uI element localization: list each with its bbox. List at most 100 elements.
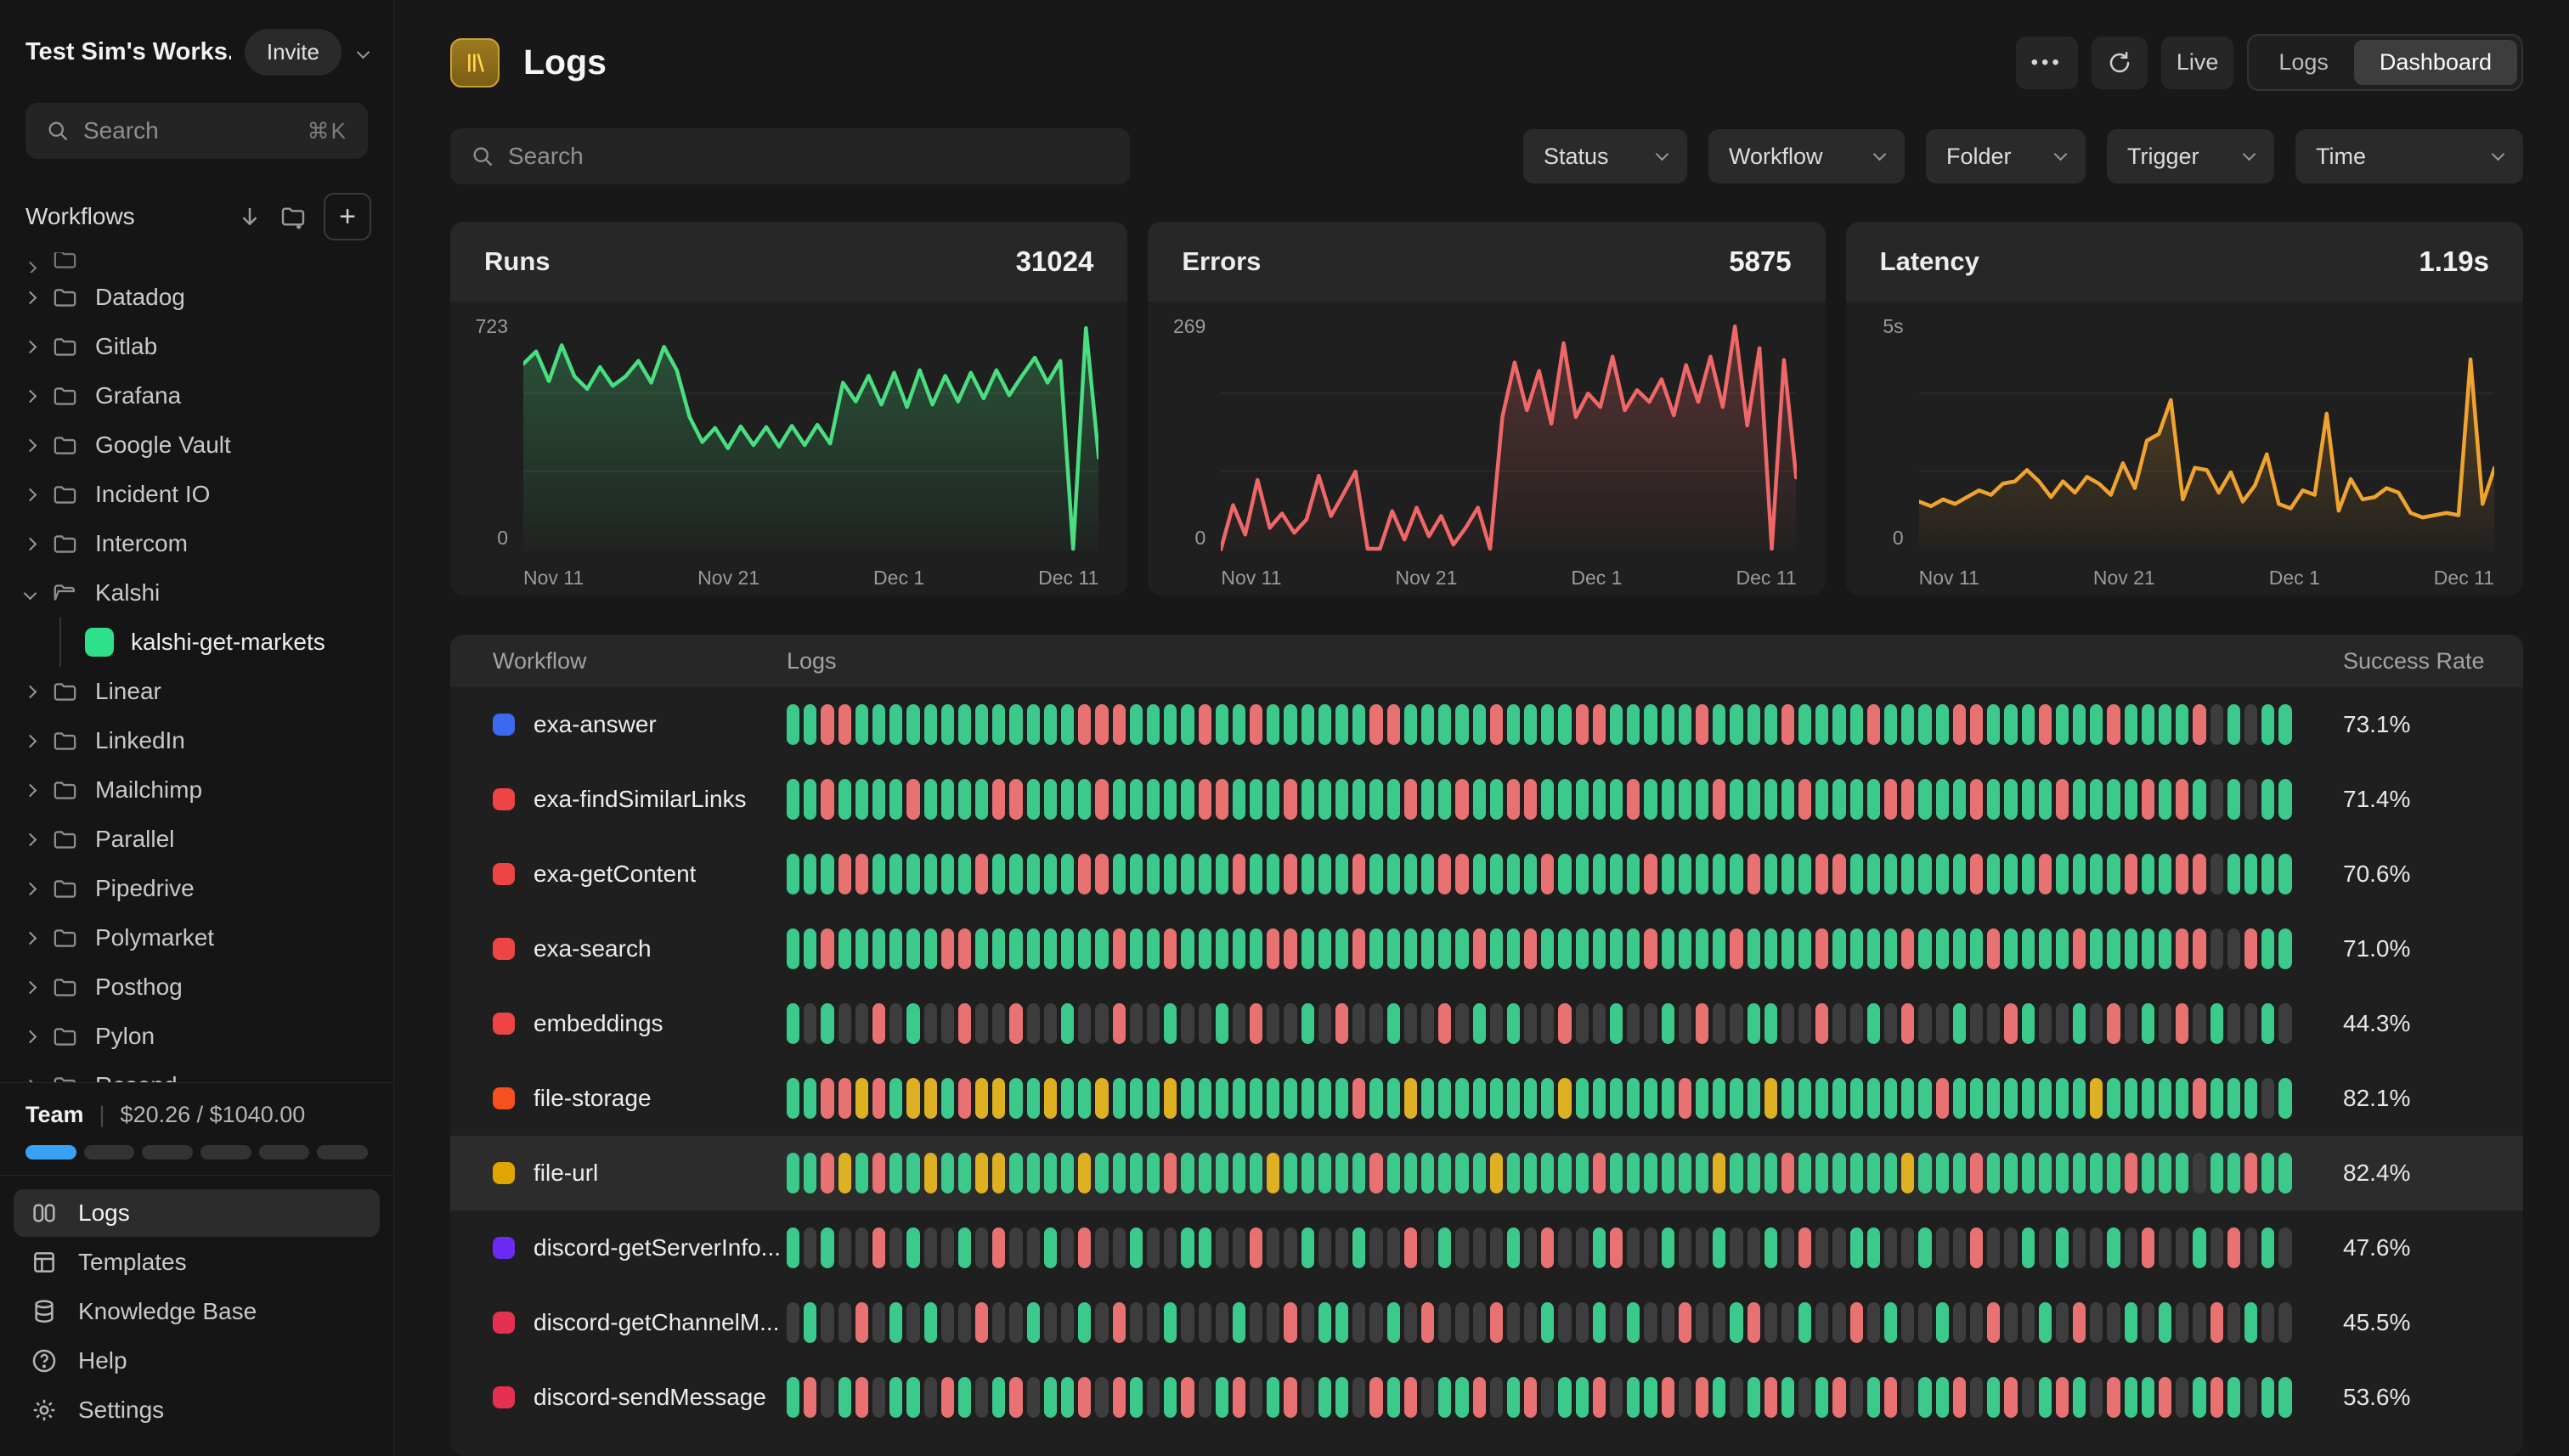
log-bar[interactable] [1078, 1078, 1092, 1119]
log-bar[interactable] [1627, 704, 1640, 745]
log-bar[interactable] [1610, 854, 1623, 894]
log-bar[interactable] [1952, 1003, 1966, 1044]
log-bar[interactable] [855, 704, 868, 745]
log-bar[interactable] [906, 1377, 920, 1418]
log-bar[interactable] [1798, 1227, 1812, 1268]
log-bar[interactable] [2141, 704, 2154, 745]
log-bar[interactable] [2278, 928, 2292, 969]
log-bar[interactable] [1524, 704, 1538, 745]
log-bar[interactable] [1061, 779, 1075, 820]
log-bar[interactable] [2107, 1153, 2120, 1194]
sidebar-folder-linear[interactable]: Linear [23, 667, 378, 716]
log-bar[interactable] [940, 1302, 954, 1343]
log-bar[interactable] [1438, 1302, 1452, 1343]
log-bar[interactable] [2227, 1003, 2240, 1044]
log-bar[interactable] [1386, 854, 1400, 894]
log-bar[interactable] [1524, 1153, 1538, 1194]
log-bar[interactable] [1112, 1003, 1126, 1044]
log-bar[interactable] [2124, 779, 2137, 820]
log-bar[interactable] [1335, 1003, 1349, 1044]
log-bar[interactable] [821, 1302, 834, 1343]
log-bar[interactable] [1095, 1377, 1109, 1418]
log-bar[interactable] [1455, 1078, 1469, 1119]
log-bar[interactable] [1472, 779, 1486, 820]
log-bar[interactable] [1627, 779, 1640, 820]
log-bar[interactable] [1061, 1227, 1075, 1268]
log-bar[interactable] [1644, 1078, 1657, 1119]
log-bar[interactable] [1438, 928, 1452, 969]
log-bar[interactable] [1472, 1078, 1486, 1119]
log-bar[interactable] [1318, 779, 1331, 820]
log-bar[interactable] [855, 1227, 868, 1268]
log-bar[interactable] [1713, 704, 1726, 745]
log-bar[interactable] [804, 854, 817, 894]
log-bar[interactable] [2244, 779, 2258, 820]
log-bar[interactable] [1866, 1153, 1880, 1194]
log-bar[interactable] [1352, 1003, 1366, 1044]
log-bar[interactable] [1781, 1377, 1795, 1418]
log-bar[interactable] [957, 1153, 972, 1194]
log-bar[interactable] [1095, 704, 1109, 745]
log-bar[interactable] [2227, 1302, 2240, 1343]
log-bar[interactable] [957, 854, 972, 894]
log-bar[interactable] [1438, 1003, 1452, 1044]
log-bar[interactable] [1558, 1302, 1572, 1343]
log-bar[interactable] [1043, 1078, 1057, 1119]
log-bar[interactable] [1026, 1302, 1040, 1343]
log-bar[interactable] [787, 928, 800, 969]
log-bar[interactable] [1438, 1078, 1452, 1119]
log-bar[interactable] [1335, 1078, 1349, 1119]
log-bar[interactable] [906, 1153, 920, 1194]
log-bar[interactable] [872, 928, 886, 969]
log-bar[interactable] [1747, 1302, 1760, 1343]
log-bar[interactable] [1969, 704, 1984, 745]
log-bar[interactable] [1764, 1078, 1777, 1119]
log-bar[interactable] [1301, 1003, 1314, 1044]
log-bar[interactable] [1849, 1153, 1863, 1194]
log-bar[interactable] [2278, 1227, 2292, 1268]
log-bar[interactable] [2038, 1153, 2052, 1194]
log-bar[interactable] [1198, 1153, 1211, 1194]
log-bar[interactable] [1232, 1003, 1246, 1044]
log-bar[interactable] [1815, 854, 1829, 894]
log-bar[interactable] [1592, 1302, 1606, 1343]
filter-dropdown-workflow[interactable]: Workflow [1708, 129, 1905, 183]
log-bar[interactable] [1438, 1377, 1452, 1418]
log-bar[interactable] [975, 928, 989, 969]
log-bar[interactable] [838, 1302, 851, 1343]
log-bar[interactable] [1301, 1153, 1314, 1194]
log-bar[interactable] [1420, 1078, 1435, 1119]
sidebar-folder-datadog[interactable]: Datadog [23, 273, 378, 322]
chevron-right-icon[interactable] [23, 291, 37, 304]
log-bar[interactable] [1901, 1227, 1915, 1268]
table-row-exa-answer[interactable]: exa-answer 73.1% [450, 687, 2523, 762]
log-bar[interactable] [1215, 1003, 1228, 1044]
log-bar[interactable] [1592, 779, 1606, 820]
log-bar[interactable] [1884, 854, 1898, 894]
log-bar[interactable] [1455, 1153, 1469, 1194]
log-bar[interactable] [1866, 1078, 1880, 1119]
log-bar[interactable] [2261, 1153, 2275, 1194]
log-bar[interactable] [1472, 854, 1486, 894]
log-bar[interactable] [940, 928, 954, 969]
live-button[interactable]: Live [2160, 36, 2234, 89]
log-bar[interactable] [1146, 1227, 1160, 1268]
log-bar[interactable] [2021, 928, 2035, 969]
log-bar[interactable] [1026, 704, 1040, 745]
log-bar[interactable] [1644, 854, 1657, 894]
log-bar[interactable] [1832, 1153, 1846, 1194]
log-bar[interactable] [1095, 1227, 1109, 1268]
log-bar[interactable] [1026, 1377, 1040, 1418]
log-bar[interactable] [992, 1227, 1006, 1268]
log-bar[interactable] [2227, 1078, 2240, 1119]
log-bar[interactable] [1129, 1227, 1143, 1268]
log-bar[interactable] [1164, 1377, 1177, 1418]
log-bar[interactable] [1061, 1153, 1075, 1194]
log-bar[interactable] [1146, 1078, 1160, 1119]
log-bar[interactable] [2038, 928, 2052, 969]
log-bar[interactable] [1403, 928, 1417, 969]
log-bar[interactable] [1935, 1153, 1949, 1194]
filter-dropdown-folder[interactable]: Folder [1926, 129, 2086, 183]
log-bar[interactable] [1215, 704, 1228, 745]
log-bar[interactable] [2244, 704, 2258, 745]
